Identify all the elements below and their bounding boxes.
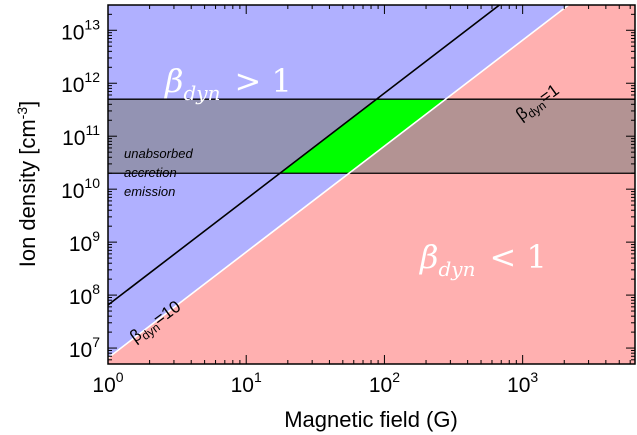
axis-ticks: 1001011021031071081091010101110121013101… [61,4,635,397]
x-tick-label: 100 [92,369,123,397]
x-tick-label: 102 [369,369,400,397]
y-tick-label: 109 [69,228,100,256]
y-axis-title: Ion density [cm-3] [14,101,40,268]
band-label-line-2: accretion [124,165,177,180]
y-tick-label: 108 [69,281,100,309]
band-label-line-3: emission [124,184,175,199]
beta-1-line [108,5,570,359]
y-tick-label: 1010 [61,175,100,203]
x-tick-label: 103 [507,369,538,397]
region-beta-lt-1 [108,5,635,364]
y-tick-label: 1011 [62,122,100,150]
band-label-line-1: unabsorbed [124,146,193,161]
y-tick-label: 1013 [61,16,100,44]
y-tick-label: 1012 [61,69,100,97]
region-label-lower: βdyn < 1 [419,238,547,281]
x-tick-label: 101 [231,369,262,397]
x-axis-title: Magnetic field (G) [284,407,458,432]
highlight-region [279,99,446,174]
region-label-upper: βdyn > 1 [164,62,292,105]
y-tick-label: 107 [69,334,100,362]
beta-10-line [108,5,501,307]
